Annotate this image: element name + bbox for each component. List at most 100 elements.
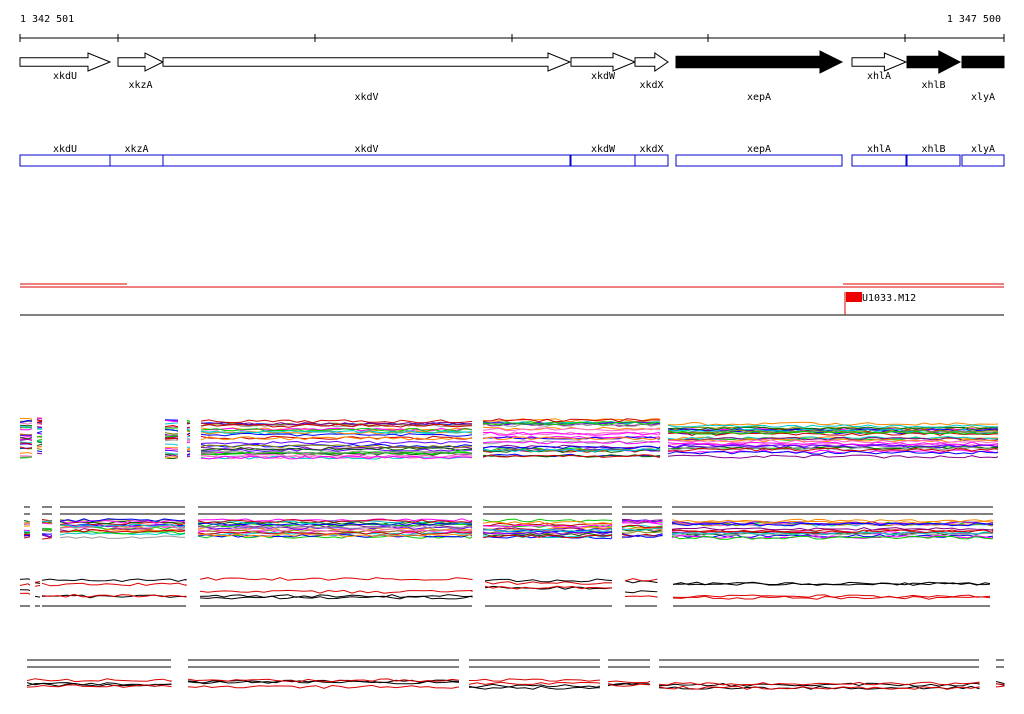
trace [671, 522, 994, 527]
trace [41, 593, 187, 598]
trace [624, 595, 658, 598]
trace [667, 424, 999, 429]
trace [482, 440, 661, 445]
trace [26, 684, 172, 688]
trace [482, 448, 661, 453]
trace [200, 453, 473, 458]
feature-label: xhlA [867, 144, 891, 155]
trace [59, 525, 186, 529]
trace [197, 527, 473, 533]
trace [186, 429, 191, 432]
trace [197, 518, 473, 523]
trace [34, 585, 41, 587]
trace [482, 528, 613, 533]
trace [164, 424, 179, 428]
trace [19, 437, 33, 440]
trace [186, 453, 191, 456]
feature-label: xhlB [921, 144, 945, 155]
trace [667, 454, 999, 459]
trace [197, 533, 473, 538]
trace [671, 529, 994, 534]
trace [482, 445, 661, 450]
trace [482, 427, 660, 432]
trace [672, 582, 991, 586]
trace [19, 419, 33, 423]
trace [667, 450, 999, 455]
trace [671, 522, 994, 527]
trace [34, 582, 41, 584]
trace [621, 527, 663, 531]
trace [26, 678, 172, 683]
trace [59, 520, 186, 524]
trace [186, 419, 191, 422]
trace [482, 431, 661, 436]
feature-box [675, 154, 843, 167]
trace [468, 685, 601, 690]
trace [671, 534, 994, 539]
marker-label: U1033.M12 [862, 293, 916, 304]
trace [482, 518, 613, 523]
trace [200, 427, 473, 433]
trace [667, 439, 999, 444]
trace [200, 423, 473, 428]
feature-label: xkdW [591, 144, 616, 155]
gene-arrow [634, 52, 669, 72]
trace [36, 452, 43, 455]
trace [187, 680, 460, 685]
trace [164, 437, 179, 440]
trace [19, 422, 33, 425]
gene-label: xepA [747, 92, 771, 103]
trace [59, 528, 186, 533]
trace [200, 451, 473, 456]
trace [200, 421, 473, 426]
trace [199, 595, 473, 600]
feature-box [19, 154, 111, 167]
trace [59, 523, 186, 528]
gene-arrow [117, 52, 165, 72]
trace [197, 531, 473, 535]
trace [199, 577, 473, 581]
trace [482, 524, 613, 528]
feature-box [851, 154, 907, 167]
trace [19, 455, 33, 457]
ruler-start: 1 342 501 [20, 14, 74, 25]
trace [468, 678, 601, 682]
trace [667, 441, 999, 446]
trace [672, 595, 991, 600]
feature-label: xkdV [354, 144, 378, 155]
trace [164, 429, 179, 432]
trace [19, 589, 31, 591]
trace [19, 446, 33, 450]
trace [19, 583, 31, 586]
trace [19, 438, 33, 441]
ruler-end: 1 347 500 [947, 14, 1001, 25]
feature-label: xlyA [971, 144, 995, 155]
trace [667, 426, 999, 431]
feature-label: xkdU [53, 144, 77, 155]
trace [482, 454, 661, 458]
trace [164, 443, 179, 446]
trace [187, 684, 460, 689]
trace [200, 423, 473, 428]
gene-label: xkdX [639, 80, 663, 91]
trace [197, 522, 473, 527]
trace [19, 456, 33, 459]
trace [482, 422, 661, 427]
trace [164, 422, 179, 425]
trace [621, 524, 663, 529]
trace [186, 449, 191, 451]
trace [36, 421, 43, 424]
trace [667, 425, 999, 430]
gene-label: xhlA [867, 71, 891, 82]
trace [667, 445, 999, 450]
trace [197, 526, 473, 531]
trace [200, 419, 473, 424]
trace [482, 526, 613, 531]
trace [482, 520, 613, 525]
trace [482, 418, 661, 423]
trace [19, 592, 31, 595]
ruler-ticks [19, 34, 1005, 42]
trace [36, 419, 43, 422]
trace [200, 436, 473, 441]
